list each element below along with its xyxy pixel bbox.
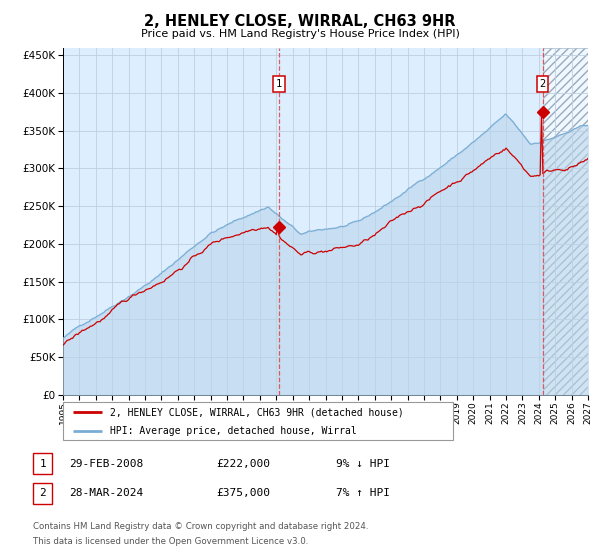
Text: Contains HM Land Registry data © Crown copyright and database right 2024.: Contains HM Land Registry data © Crown c…: [33, 522, 368, 531]
Text: 2, HENLEY CLOSE, WIRRAL, CH63 9HR (detached house): 2, HENLEY CLOSE, WIRRAL, CH63 9HR (detac…: [110, 407, 404, 417]
Text: £375,000: £375,000: [216, 488, 270, 498]
Text: 2: 2: [539, 79, 546, 89]
Text: 29-FEB-2008: 29-FEB-2008: [69, 459, 143, 469]
Text: 1: 1: [276, 79, 282, 89]
Text: HPI: Average price, detached house, Wirral: HPI: Average price, detached house, Wirr…: [110, 426, 356, 436]
Text: 9% ↓ HPI: 9% ↓ HPI: [336, 459, 390, 469]
Bar: [543, 48, 588, 395]
Bar: [543, 48, 588, 395]
Text: Price paid vs. HM Land Registry's House Price Index (HPI): Price paid vs. HM Land Registry's House …: [140, 29, 460, 39]
Text: 1: 1: [39, 459, 46, 469]
Text: This data is licensed under the Open Government Licence v3.0.: This data is licensed under the Open Gov…: [33, 537, 308, 546]
Text: 2: 2: [39, 488, 46, 498]
Text: 2, HENLEY CLOSE, WIRRAL, CH63 9HR: 2, HENLEY CLOSE, WIRRAL, CH63 9HR: [144, 14, 456, 29]
Text: 28-MAR-2024: 28-MAR-2024: [69, 488, 143, 498]
Text: £222,000: £222,000: [216, 459, 270, 469]
Text: 7% ↑ HPI: 7% ↑ HPI: [336, 488, 390, 498]
